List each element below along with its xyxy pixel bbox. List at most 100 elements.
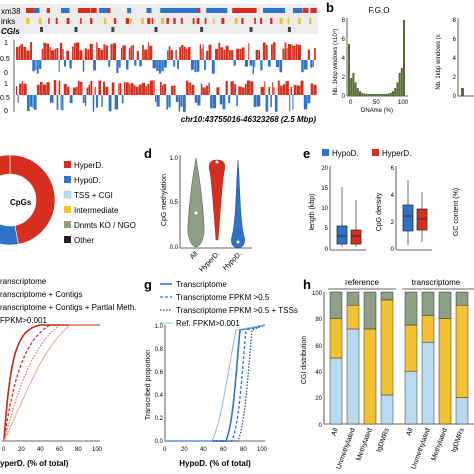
- meth-bar: [265, 45, 268, 60]
- meth-bar: [72, 46, 74, 60]
- meth-bar: [80, 81, 83, 95]
- gene-feature: [247, 8, 257, 13]
- meth-bar: [244, 60, 248, 67]
- g-ytick: 0.0: [155, 439, 164, 445]
- meth-bar: [147, 42, 149, 60]
- gene-track: [26, 8, 317, 24]
- meth-bar: [297, 44, 301, 60]
- meth-bar: [63, 83, 67, 95]
- gc-ylabel: GC content (%): [453, 188, 460, 236]
- meth-bar: [94, 86, 96, 95]
- meth-bar: [130, 45, 133, 60]
- meth-bar: [26, 95, 30, 112]
- meth-bar: [250, 81, 254, 95]
- gene-feature: [263, 8, 281, 13]
- legend-label-hyperd: HyperD.: [382, 149, 411, 158]
- h-bar-segment: [455, 304, 469, 398]
- meth-bar: [186, 48, 188, 60]
- meth-bar: [159, 81, 162, 95]
- g-legend-2: Transcriptome FPKM >0.5: [176, 293, 270, 302]
- f-legend-2: ranscriptome + Contigs: [0, 290, 82, 299]
- legend-label-hypod: HypoD.: [332, 149, 359, 158]
- meth-bar: [246, 80, 250, 95]
- meth-bar: [161, 60, 164, 72]
- histogram2-ytick: 6: [453, 37, 457, 43]
- g-xtick: 0: [163, 447, 167, 453]
- meth-bar: [54, 48, 57, 60]
- h-bar-segment: [438, 318, 452, 425]
- h-ytick: 60: [315, 344, 322, 350]
- length-ylabel: length (kbp): [309, 194, 316, 231]
- meth-bar: [312, 60, 314, 68]
- gene-feature: [206, 8, 223, 13]
- meth-bar: [194, 95, 197, 103]
- meth-bar: [135, 86, 139, 95]
- link-feature: [55, 18, 58, 24]
- meth-bar: [260, 86, 264, 95]
- meth-bar: [300, 80, 304, 95]
- meth-bar: [222, 95, 226, 110]
- meth-bar: [234, 84, 237, 95]
- meth-bar: [254, 60, 256, 68]
- h-xtick: Methylated: [431, 427, 449, 462]
- meth-bar: [202, 87, 206, 95]
- violin-median: [236, 240, 240, 244]
- meth-bar: [128, 48, 131, 60]
- meth-bar: [313, 84, 317, 95]
- group-label-transcriptome: transcriptome: [412, 278, 461, 287]
- gene-feature: [99, 8, 111, 13]
- gene-feature: [177, 8, 189, 13]
- histogram-bar: [359, 91, 361, 96]
- meth-bar: [96, 42, 98, 60]
- meth-bar: [84, 48, 88, 60]
- link-feature: [279, 18, 283, 24]
- h-ytick: 0: [319, 423, 323, 429]
- histogram-bar: [350, 78, 353, 96]
- meth-bar: [210, 95, 213, 109]
- meth-bar: [149, 45, 153, 60]
- box-hypod-length: [336, 225, 348, 245]
- meth-bar: [265, 95, 269, 112]
- meth-bar: [129, 83, 131, 95]
- meth-bar: [156, 60, 159, 71]
- h-bar-segment: [404, 370, 418, 425]
- meth-bar: [295, 44, 298, 60]
- histogram-ytick: 8: [342, 18, 346, 24]
- meth-bar: [46, 43, 50, 60]
- histogram-ytick: 2: [342, 75, 346, 81]
- link-feature: [309, 18, 312, 24]
- methylation-track-1: [16, 42, 316, 74]
- meth-bar: [244, 83, 247, 95]
- meth-bar: [116, 60, 119, 74]
- meth-bar: [89, 43, 93, 60]
- meth-bar: [275, 60, 280, 68]
- f-xlabel: yperD. (% of total): [0, 459, 69, 468]
- violin-ytick: 1.0: [170, 156, 179, 162]
- meth-bar: [202, 44, 204, 60]
- meth-bar: [291, 44, 293, 60]
- density-ytick: 4: [391, 193, 395, 199]
- panel-letter-h: h: [303, 277, 311, 292]
- cgi-feature: [154, 27, 158, 32]
- gene-feature: [127, 8, 132, 13]
- meth-bar: [111, 82, 115, 95]
- violin-ytick: 0.5: [170, 200, 179, 206]
- histogram-bar: [381, 93, 383, 96]
- g-legend-4: Ref. FPKM>0.001: [176, 319, 240, 328]
- meth-bar: [60, 95, 62, 110]
- cgi-track: [40, 27, 291, 32]
- meth-bar: [282, 48, 285, 60]
- meth-bar: [32, 95, 34, 109]
- methylation-track-2: [16, 80, 317, 112]
- legend-label-other: Other: [74, 236, 94, 245]
- meth-bar: [39, 81, 43, 95]
- gene-feature: [160, 8, 173, 13]
- histogram-xtick: 0: [349, 100, 353, 106]
- link-feature: [129, 18, 132, 24]
- link-feature: [103, 18, 107, 24]
- meth-bar: [307, 49, 310, 60]
- meth-bar: [134, 85, 136, 95]
- histogram2-ylabel: Nb. 1kbp windows (x: [436, 34, 442, 89]
- legend-swatch: [64, 176, 71, 183]
- meth-bar: [108, 60, 111, 67]
